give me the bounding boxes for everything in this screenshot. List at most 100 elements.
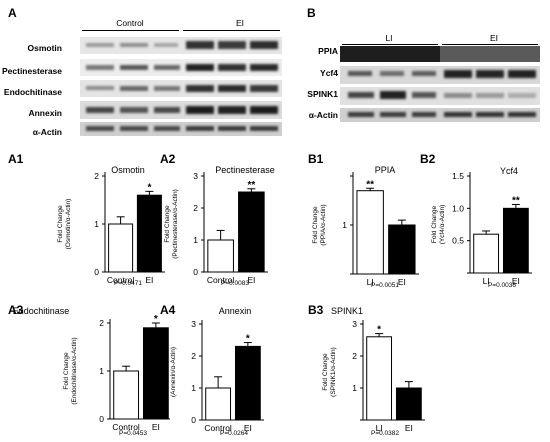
bar-ei bbox=[238, 191, 265, 273]
p-value: P=0.0051 bbox=[371, 282, 399, 289]
y-tick-label: 2 bbox=[352, 351, 357, 361]
blot-a-label-actin: α-Actin bbox=[32, 127, 62, 137]
x-tick-label: LI bbox=[483, 276, 490, 286]
panel-label: B1 bbox=[308, 152, 324, 166]
panel-label: A2 bbox=[160, 152, 176, 166]
significance-marker: ** bbox=[366, 179, 374, 190]
y-tick-label: 1 bbox=[191, 383, 196, 393]
bar-control bbox=[207, 239, 234, 273]
significance-marker: ** bbox=[512, 195, 520, 206]
y-tick-label: 2 bbox=[191, 351, 196, 361]
bar-li bbox=[356, 190, 384, 275]
y-axis-label: Fold Change bbox=[431, 206, 438, 244]
p-value: P=0.0264 bbox=[220, 430, 248, 437]
y-tick-label: 1 bbox=[352, 383, 357, 393]
blot-b-image bbox=[340, 46, 540, 122]
bar-control bbox=[108, 223, 134, 273]
bar-ei bbox=[388, 224, 416, 275]
y-tick-label: 2 bbox=[99, 318, 104, 328]
y-tick-label: 0 bbox=[193, 267, 198, 277]
chart-a1: A1 Osmotin 0 1 2 Fold Change (Osmotin/α-Actin)… bbox=[8, 152, 165, 287]
blot-a-label-endochitinase: Endochitinase bbox=[3, 87, 62, 97]
x-tick-label: EI bbox=[512, 276, 520, 286]
chart-a4: A4 Annexin 0 1 2 3 Fold Change (Annexin/α-Actin… bbox=[160, 303, 264, 437]
y-tick-label: 3 bbox=[352, 319, 357, 329]
x-tick-label: Control bbox=[204, 423, 232, 433]
blot-a-strip-annexin bbox=[80, 101, 282, 119]
x-tick-label: EI bbox=[398, 277, 406, 287]
blot-a-bracket-ei bbox=[183, 30, 280, 31]
y-tick-label: 1 bbox=[193, 235, 198, 245]
blot-b-bracket-li bbox=[342, 44, 438, 45]
y-tick-label: 0.5 bbox=[452, 236, 464, 246]
x-tick-label: EI bbox=[152, 422, 160, 432]
y-tick-label: 3 bbox=[191, 319, 196, 329]
y-tick-label: 1.5 bbox=[452, 171, 464, 181]
blot-a-group-control: Control bbox=[116, 18, 144, 28]
y-axis-label-sub: (SPINK1/α-Actin) bbox=[330, 347, 337, 397]
chart-title: Pectinesterase bbox=[215, 165, 275, 175]
chart-b1: B1 PPIA 1 Fold Change (PPIA/α-Actin) LI ** EIP=… bbox=[308, 152, 419, 289]
blot-b-label-actin: α-Actin bbox=[308, 110, 338, 120]
blot-a-label-osmotin: Osmotin bbox=[27, 43, 62, 53]
blot-a-label-pectinesterase: Pectinesterase bbox=[1, 66, 62, 76]
y-axis-label-sub: (Pectinesterase/α-Actin) bbox=[172, 189, 179, 259]
p-value: P=0.0036 bbox=[488, 282, 516, 289]
blot-a-label-annexin: Annexin bbox=[28, 108, 62, 118]
panel-label: A1 bbox=[8, 152, 24, 166]
bar-control bbox=[113, 370, 140, 420]
blot-a-strip-endochitinase bbox=[80, 80, 282, 97]
bar-ei bbox=[395, 387, 422, 421]
chart-title: Annexin bbox=[219, 306, 252, 316]
blot-b-label-spink1: SPINK1 bbox=[307, 89, 338, 99]
significance-marker: * bbox=[154, 314, 158, 325]
y-axis-label: Fold Change bbox=[57, 205, 64, 243]
chart-title: SPINK1 bbox=[331, 306, 363, 316]
chart-b3: B3 SPINK1 1 2 3 Fold Change (SPINK1/α-Actin) LI… bbox=[308, 303, 425, 437]
blot-b-strip-ppia-ei bbox=[440, 46, 540, 62]
y-tick-label: 1 bbox=[99, 366, 104, 376]
y-axis-label: Fold Change bbox=[322, 353, 329, 391]
significance-marker: ** bbox=[247, 180, 255, 191]
x-tick-label: Control bbox=[112, 422, 140, 432]
blot-b-group-li: LI bbox=[385, 33, 393, 43]
chart-title: PPIA bbox=[375, 165, 396, 175]
x-tick-label: EI bbox=[405, 423, 413, 433]
bar-ei bbox=[234, 345, 261, 421]
y-axis-label-sub: (Osmotin/α-Actin) bbox=[65, 199, 72, 250]
bar-li bbox=[473, 233, 500, 274]
panel-label: A4 bbox=[160, 303, 176, 317]
blot-b-group-ei: EI bbox=[489, 33, 499, 43]
blot-a-strip-pectinesterase bbox=[80, 59, 282, 76]
y-axis-label: Fold Change bbox=[63, 352, 70, 390]
bar-control bbox=[205, 387, 232, 421]
y-tick-label: 1 bbox=[94, 219, 99, 229]
blot-a-image bbox=[80, 37, 282, 136]
y-tick-label: 0 bbox=[99, 414, 104, 424]
chart-a2: A2 Pectinesterase 0 1 2 3 Fold Change (Pectines… bbox=[160, 152, 275, 287]
x-tick-label: Control bbox=[107, 275, 135, 285]
y-tick-label: 2 bbox=[193, 203, 198, 213]
panel-label: A3 bbox=[8, 303, 24, 317]
panel-label: B3 bbox=[308, 303, 324, 317]
blot-b-label-ycf4: Ycf4 bbox=[320, 68, 338, 78]
panel-label: B2 bbox=[420, 152, 436, 166]
y-axis-label-sub: (Endochitinase/α-Actin) bbox=[71, 337, 78, 404]
x-tick-label: Control bbox=[207, 275, 235, 285]
panel-label-a: A bbox=[8, 6, 17, 20]
y-tick-label: 2 bbox=[94, 171, 99, 181]
bar-ei bbox=[502, 207, 529, 274]
chart-title: Osmotin bbox=[111, 165, 145, 175]
bar-li bbox=[366, 336, 393, 421]
y-axis-label: Fold Change bbox=[162, 353, 169, 391]
blot-a-strip-actin bbox=[80, 122, 282, 136]
blot-b-label-ppia: PPIA bbox=[318, 46, 338, 56]
y-axis-label: Fold Change bbox=[164, 205, 171, 243]
blot-b-strip-actin bbox=[340, 108, 540, 122]
significance-marker: * bbox=[246, 334, 250, 345]
p-value: P=0.0382 bbox=[371, 430, 399, 437]
y-tick-label: 3 bbox=[193, 171, 198, 181]
significance-marker: * bbox=[377, 325, 381, 336]
y-tick-label: 0 bbox=[191, 415, 196, 425]
